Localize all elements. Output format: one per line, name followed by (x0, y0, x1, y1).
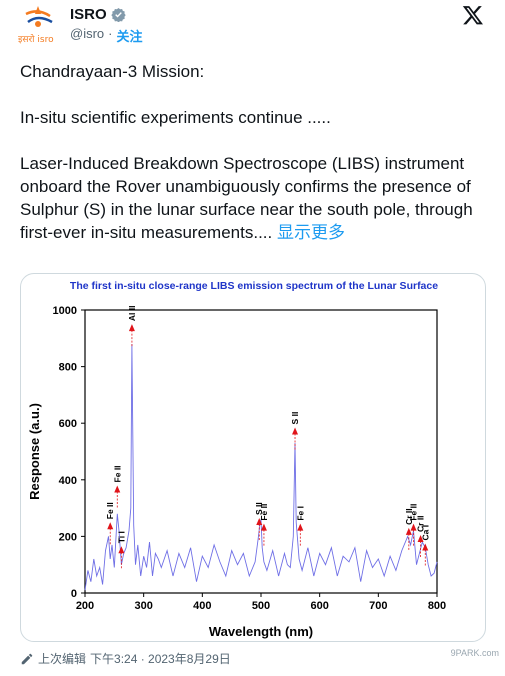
peak-arrow-head (292, 427, 299, 435)
y-tick-label: 600 (59, 418, 77, 430)
peak-label: Fe II (409, 504, 419, 521)
y-tick-label: 200 (59, 531, 77, 543)
peak-arrow-head (107, 522, 114, 530)
x-tick-label: 600 (310, 600, 328, 612)
x-tick-label: 500 (252, 600, 270, 612)
account-handle[interactable]: @isro (70, 26, 105, 41)
peak-arrow-head (417, 534, 424, 542)
tweet-line-libs: Laser-Induced Breakdown Spectroscope (LI… (20, 152, 490, 244)
peak-arrow-head (422, 543, 429, 551)
y-tick-label: 800 (59, 362, 77, 374)
tweet-timestamp[interactable]: 下午3:24 · 2023年8月29日 (90, 652, 231, 666)
peak-label: Fe II (112, 465, 122, 482)
peak-arrow-head (297, 523, 304, 531)
x-tick-label: 200 (76, 600, 94, 612)
libs-spectrum-chart: The first in-situ close-range LIBS emiss… (27, 280, 446, 639)
peak-label: Fe II (259, 504, 269, 521)
plot-frame (84, 309, 438, 594)
peak-label: Fe II (105, 502, 115, 519)
tweet-line-mission: Chandrayaan-3 Mission: (20, 62, 205, 81)
peak-arrow-head (118, 546, 125, 554)
name-row: ISRO (70, 6, 126, 23)
tweet-line-experiments: In-situ scientific experiments continue … (20, 108, 331, 127)
y-tick-label: 400 (59, 475, 77, 487)
peak-arrow-head (256, 518, 263, 526)
edit-pencil-icon (21, 653, 33, 664)
peak-arrow-head (114, 485, 121, 493)
svg-text:इसरो isro: इसरो isro (18, 33, 54, 45)
tweet-text: Chandrayaan-3 Mission: In-situ scientifi… (20, 60, 490, 244)
x-tick-label: 300 (134, 600, 152, 612)
watermark: 9PARK.com (450, 648, 499, 658)
peak-label: S II (254, 502, 264, 515)
handle-row: @isro · 关注 (70, 26, 143, 45)
y-tick-label: 1000 (53, 305, 77, 317)
account-name[interactable]: ISRO (70, 6, 107, 23)
x-tick-label: 800 (428, 600, 446, 612)
tweet-media-chart[interactable]: The first in-situ close-range LIBS emiss… (20, 273, 486, 642)
peak-label: Ca I (420, 525, 430, 541)
x-axis-label: Wavelength (nm) (209, 624, 313, 639)
peak-label: Cr II (404, 508, 414, 525)
follow-button[interactable]: 关注 (116, 29, 143, 44)
tweet-header: इसरो isro ISRO @isro · 关注 (0, 0, 505, 56)
verified-badge-icon (111, 7, 126, 22)
tweet-body: Laser-Induced Breakdown Spectroscope (LI… (20, 154, 473, 242)
peak-arrow-head (405, 527, 412, 535)
separator: · (108, 26, 113, 41)
y-axis-label: Response (a.u.) (27, 403, 42, 500)
y-tick-label: 0 (71, 588, 77, 600)
peak-arrow-head (260, 523, 267, 531)
peak-label: Fe I (295, 506, 305, 521)
chart-title: The first in-situ close-range LIBS emiss… (70, 280, 438, 292)
show-more-link[interactable]: 显示更多 (276, 223, 345, 242)
x-logo-icon[interactable] (462, 4, 484, 26)
peak-arrow-head (128, 324, 135, 332)
x-tick-label: 400 (193, 600, 211, 612)
peak-label: Al II (127, 306, 137, 322)
peak-label: S II (290, 412, 300, 425)
peak-label: Ti I (116, 531, 126, 543)
peak-arrow-head (410, 523, 417, 531)
isro-logo-avatar[interactable]: इसरो isro (16, 4, 64, 48)
peak-label: Cr II (416, 515, 426, 532)
tweet-footer: 上次编辑 下午3:24 · 2023年8月29日 (20, 650, 231, 667)
x-tick-label: 700 (369, 600, 387, 612)
spectrum-line (84, 343, 438, 591)
last-edited-label[interactable]: 上次编辑 (38, 652, 87, 666)
